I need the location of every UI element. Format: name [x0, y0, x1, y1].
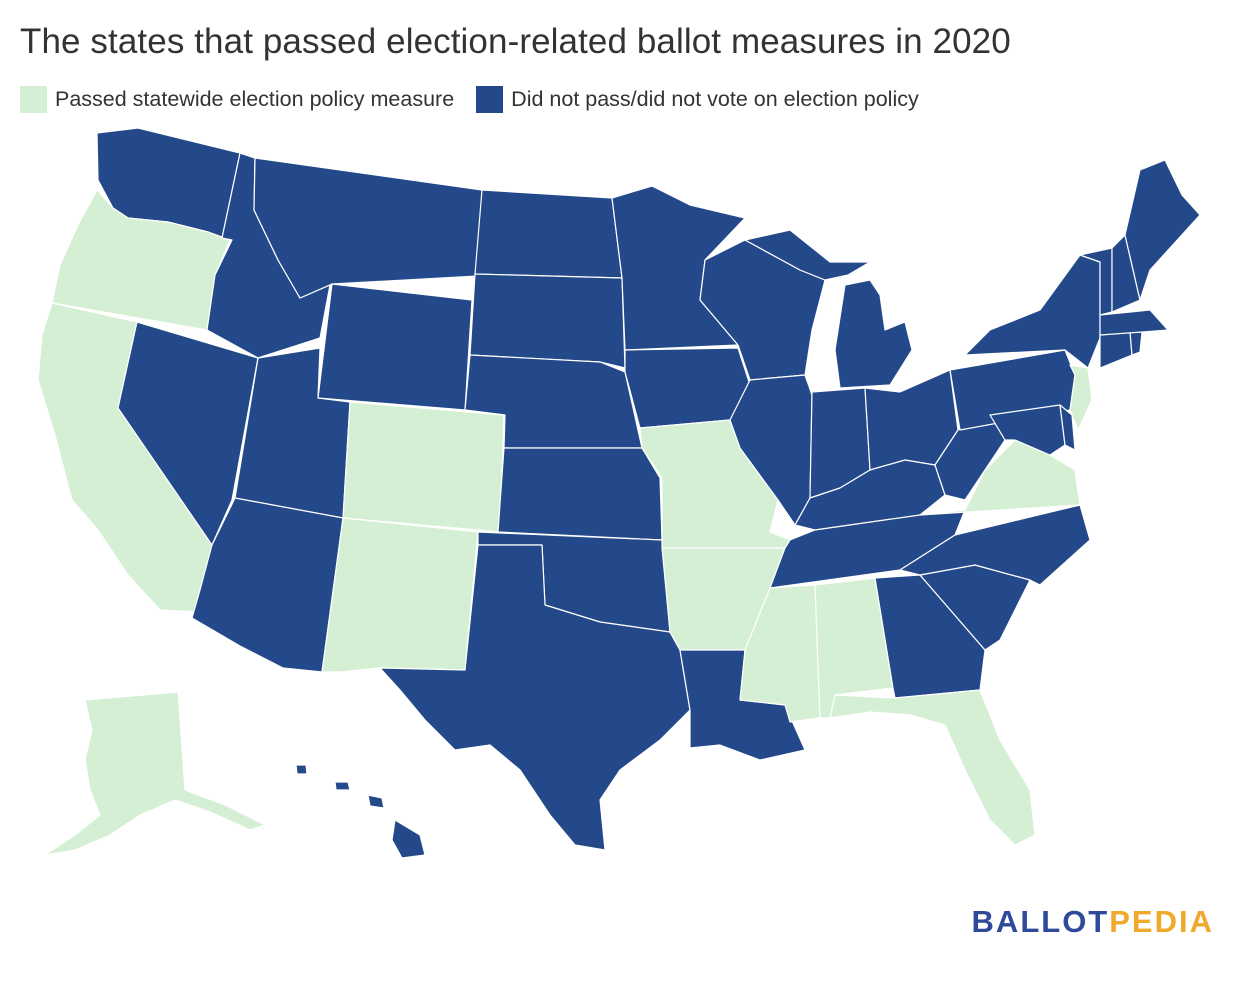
logo-part-ballot: BALLOT [971, 904, 1110, 939]
state-north-dakota [474, 189, 623, 279]
state-oregon [51, 189, 231, 331]
state-new-york [964, 254, 1101, 369]
legend-item-not-passed: Did not pass/did not vote on election po… [476, 86, 919, 113]
state-nevada [117, 321, 259, 546]
state-montana [253, 157, 483, 299]
legend-label-passed: Passed statewide election policy measure [55, 87, 455, 111]
state-new-mexico [321, 517, 479, 673]
legend-item-passed: Passed statewide election policy measure [20, 86, 454, 113]
state-hawaii-maui [367, 794, 385, 809]
legend-swatch-passed [20, 86, 47, 113]
state-delaware [1059, 404, 1076, 451]
state-connecticut [1099, 331, 1133, 369]
state-maine [1124, 159, 1201, 301]
logo-part-pedia: PEDIA [1109, 904, 1214, 939]
state-vermont [1079, 247, 1113, 316]
legend: Passed statewide election policy measure… [20, 86, 941, 113]
legend-swatch-not-passed [476, 86, 504, 113]
state-wyoming [317, 283, 473, 411]
state-florida [829, 689, 1036, 846]
state-iowa [624, 347, 751, 429]
state-massachusetts [1099, 309, 1169, 336]
chart-title: The states that passed election-related … [20, 22, 1011, 61]
legend-label-not-passed: Did not pass/did not vote on election po… [511, 87, 919, 111]
state-kansas [497, 447, 663, 541]
state-hawaii-big-island [391, 819, 426, 859]
state-colorado [342, 401, 505, 533]
state-rhode-island [1129, 331, 1143, 356]
state-south-dakota [469, 273, 626, 369]
state-hawaii-kauai [295, 764, 308, 775]
state-michigan-upper [744, 229, 871, 281]
state-north-carolina [899, 504, 1091, 586]
state-michigan [834, 279, 913, 389]
state-alaska [44, 691, 266, 856]
state-hawaii-oahu [334, 781, 351, 791]
state-texas [379, 544, 691, 851]
ballotpedia-logo: BALLOTPEDIA [972, 904, 1214, 940]
